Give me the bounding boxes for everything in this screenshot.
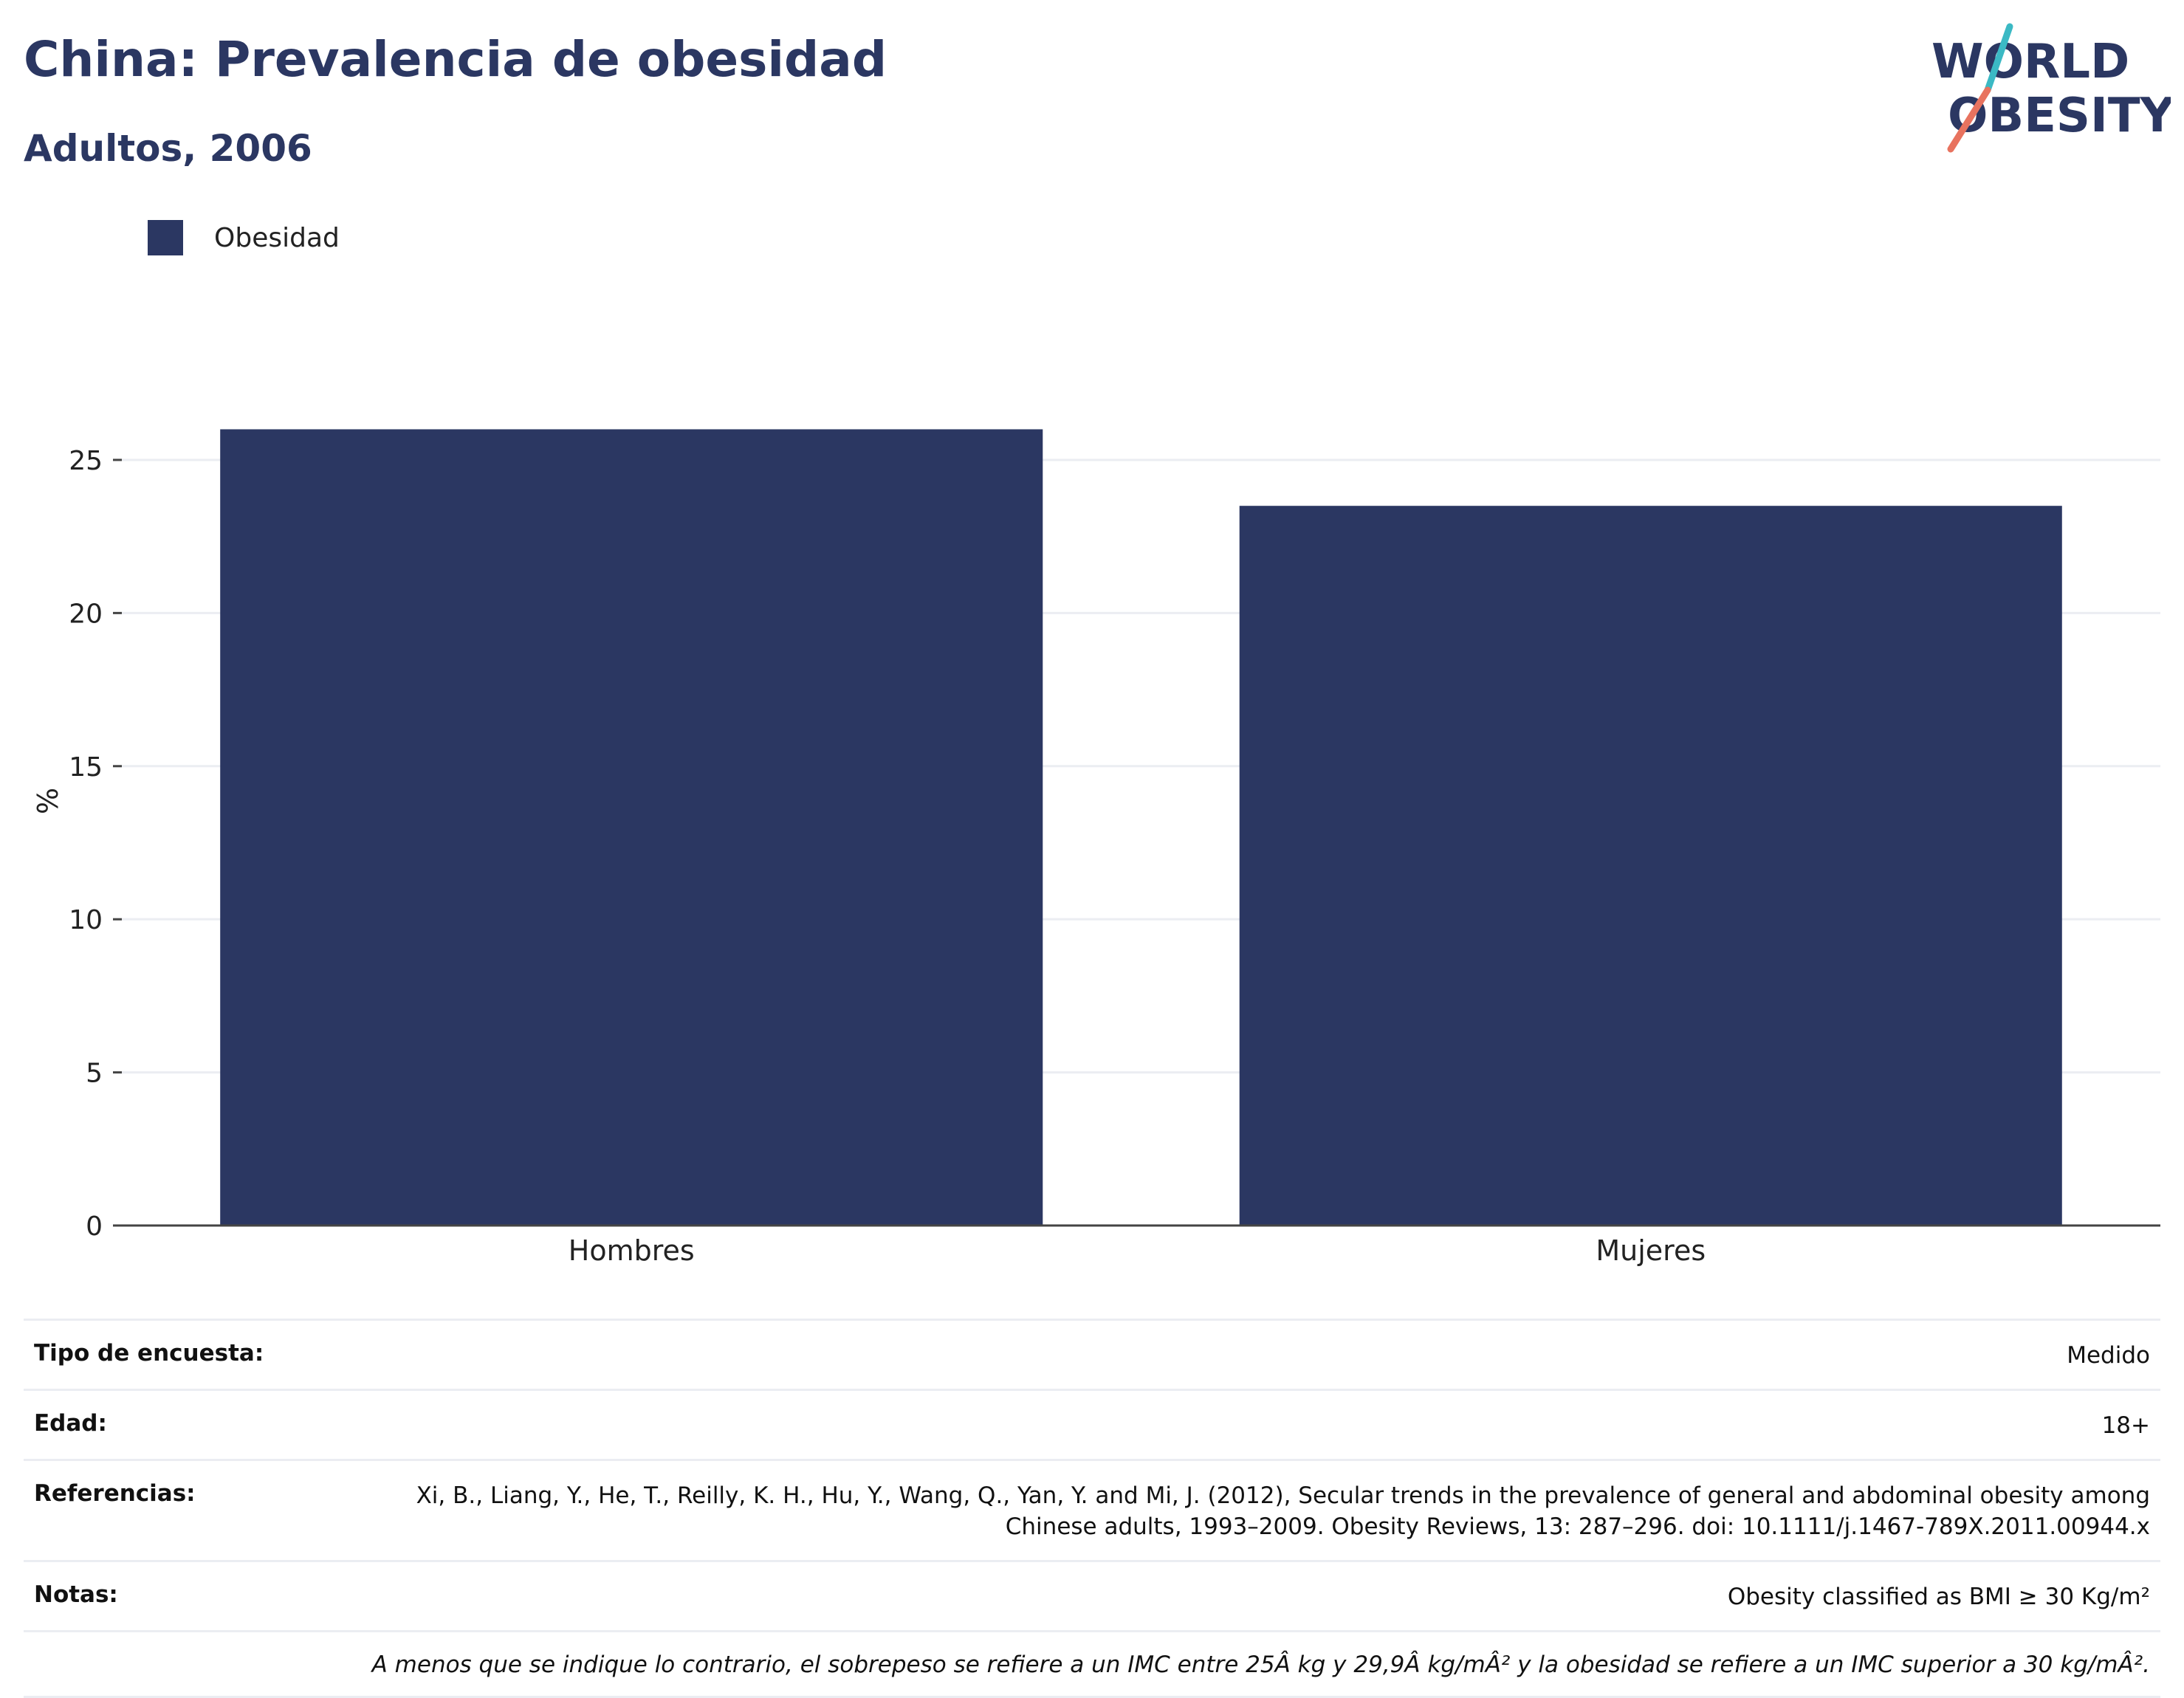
x-tick-label-hombres: Hombres	[569, 1234, 695, 1267]
footnote: A menos que se indique lo contrario, el …	[371, 1651, 2150, 1678]
y-tick-label-15: 15	[69, 752, 103, 783]
info-row-footnote: A menos que se indique lo contrario, el …	[24, 1630, 2160, 1698]
legend[interactable]: Obesidad	[148, 220, 340, 255]
y-axis-label: %	[32, 788, 64, 814]
y-tick-label-5: 5	[86, 1059, 103, 1089]
bar-chart: 0 5 10 15 20 25 Hombres Mujeres %	[32, 429, 2160, 1267]
logo-word-world: WORLD	[1931, 35, 2129, 89]
world-obesity-logo: WORLD OBESITY	[1931, 23, 2171, 153]
references-label: Referencias:	[34, 1480, 196, 1507]
chart-subtitle: Adultos, 2006	[24, 127, 312, 170]
notes-label: Notas:	[34, 1581, 118, 1608]
y-tick-label-25: 25	[69, 446, 103, 476]
survey-type-value: Medido	[2067, 1342, 2150, 1369]
chart-title: China: Prevalencia de obesidad	[24, 31, 887, 88]
references-value: Xi, B., Liang, Y., He, T., Reilly, K. H.…	[416, 1482, 2150, 1540]
info-row-references: Referencias: Xi, B., Liang, Y., He, T., …	[24, 1459, 2160, 1560]
legend-swatch-obesidad	[148, 220, 183, 255]
info-table: Tipo de encuesta: Medido Edad: 18+ Refer…	[24, 1319, 2160, 1698]
info-row-survey-type: Tipo de encuesta: Medido	[24, 1319, 2160, 1389]
y-tick-label-20: 20	[69, 599, 103, 629]
age-value: 18+	[2101, 1412, 2150, 1439]
logo-slash-coral	[1947, 86, 1991, 153]
x-tick-label-mujeres: Mujeres	[1596, 1234, 1706, 1267]
logo-slash-teal	[1984, 23, 2013, 94]
info-row-notes: Notas: Obesity classified as BMI ≥ 30 Kg…	[24, 1560, 2160, 1630]
legend-label-obesidad: Obesidad	[214, 222, 340, 253]
age-label: Edad:	[34, 1410, 107, 1437]
y-tick-label-10: 10	[69, 905, 103, 935]
bar-layer	[220, 429, 2062, 1226]
notes-value: Obesity classified as BMI ≥ 30 Kg/m²	[1727, 1584, 2150, 1610]
info-row-age: Edad: 18+	[24, 1389, 2160, 1459]
bar-hombres[interactable]	[220, 429, 1043, 1226]
bar-mujeres[interactable]	[1239, 506, 2062, 1226]
survey-type-label: Tipo de encuesta:	[34, 1340, 264, 1367]
y-tick-label-0: 0	[86, 1211, 103, 1242]
axis-layer: 0 5 10 15 20 25 Hombres Mujeres	[69, 446, 2160, 1267]
